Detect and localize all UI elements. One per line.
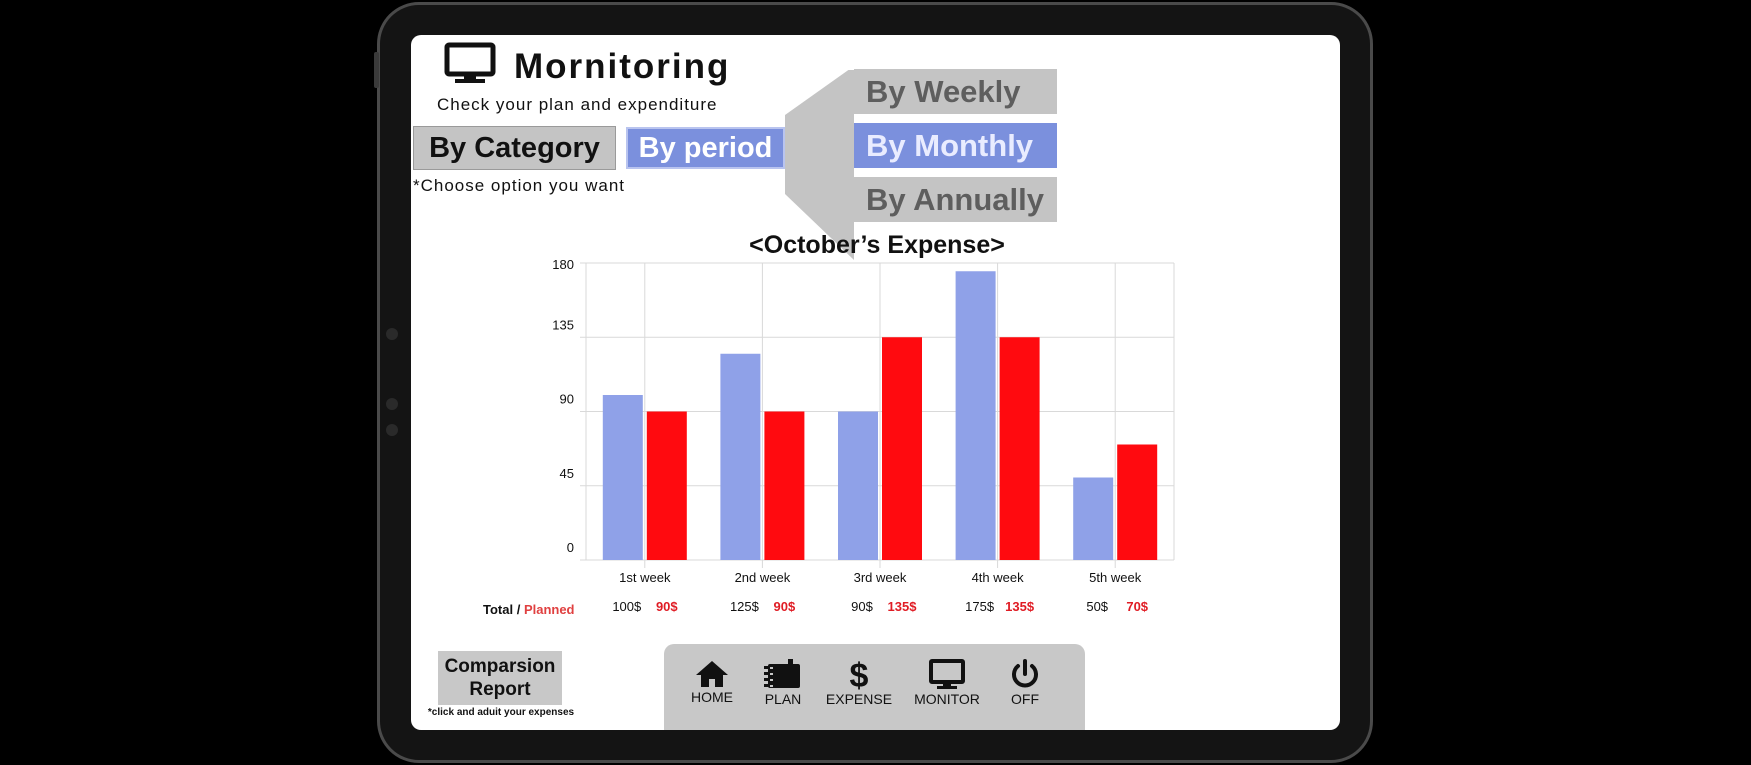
nav-plan[interactable]: PLAN: [758, 658, 808, 707]
total-value-label: 90$: [851, 599, 873, 614]
camera-sensor: [386, 328, 398, 340]
by-period-button[interactable]: By period: [626, 127, 785, 169]
nav-monitor-label: MONITOR: [914, 691, 980, 707]
bar-total: [838, 411, 878, 560]
tablet-side-button: [374, 52, 379, 88]
home-icon: [696, 661, 728, 687]
row-label: Total / Planned: [483, 602, 575, 615]
nav-expense[interactable]: $ EXPENSE: [824, 658, 894, 707]
svg-text:$: $: [850, 658, 869, 690]
bar-planned: [1117, 444, 1158, 560]
dollar-icon: $: [850, 658, 869, 690]
bar-total: [602, 395, 643, 560]
page-title: Mornitoring: [514, 47, 731, 86]
nav-home[interactable]: HOME: [687, 658, 737, 705]
bottom-nav: HOME PLAN $ EXPENSE M: [664, 644, 1085, 730]
planned-value-label: 135$: [888, 599, 918, 614]
nav-off-label: OFF: [1011, 691, 1039, 707]
camera-sensor: [386, 424, 398, 436]
planned-value-label: 90$: [774, 599, 796, 614]
y-tick-label: 0: [567, 540, 574, 555]
x-tick-label: 4th week: [972, 570, 1025, 585]
y-tick-label: 90: [560, 392, 574, 407]
by-monthly-option[interactable]: By Monthly: [854, 123, 1057, 168]
nav-plan-label: PLAN: [764, 691, 802, 707]
bar-planned: [764, 411, 805, 560]
total-value-label: 50$: [1086, 599, 1108, 614]
monitor-icon: [929, 659, 965, 689]
comparison-report-button[interactable]: Comparsion Report: [438, 651, 562, 705]
row-label-separator: /: [517, 602, 524, 615]
y-tick-label: 180: [552, 257, 574, 272]
expense-bar-chart: 0 45 90 135 180 1st week 100$ 90$ 2nd week 125$ 90…: [483, 257, 1175, 615]
by-category-button[interactable]: By Category: [413, 126, 616, 170]
nav-monitor[interactable]: MONITOR: [910, 658, 984, 707]
planned-value-label: 135$: [1005, 599, 1035, 614]
chart-title: <October’s Expense>: [749, 231, 1005, 259]
y-tick-label: 45: [560, 466, 574, 481]
x-tick-label: 1st week: [619, 570, 671, 585]
total-value-label: 100$: [612, 599, 642, 614]
nav-home-label: HOME: [691, 689, 733, 705]
nav-expense-label: EXPENSE: [825, 691, 893, 707]
x-tick-label: 2nd week: [735, 570, 791, 585]
planned-value-label: 90$: [656, 599, 678, 614]
comparison-report-label-line1: Comparsion: [444, 656, 556, 677]
bar-total: [955, 271, 996, 560]
bar-total: [1073, 477, 1114, 560]
nav-off[interactable]: OFF: [1004, 658, 1046, 707]
by-annually-option[interactable]: By Annually: [854, 177, 1057, 222]
bar-planned: [999, 337, 1040, 560]
planned-value-label: 70$: [1126, 599, 1148, 614]
x-tick-label: 5th week: [1089, 570, 1142, 585]
camera-sensor: [386, 398, 398, 410]
comparison-report-label-line2: Report: [469, 679, 531, 700]
comparison-report-note: *click and aduit your expenses: [427, 707, 575, 718]
monitor-icon: [444, 42, 496, 89]
period-dropdown-connector: [785, 70, 854, 260]
total-value-label: 175$: [965, 599, 995, 614]
page-subtitle: Check your plan and expenditure: [437, 95, 718, 114]
y-tick-label: 135: [552, 317, 574, 332]
bar-planned: [882, 337, 922, 560]
bar-planned: [646, 411, 687, 560]
row-label-planned: Planned: [524, 602, 575, 615]
app-screen: Mornitoring Check your plan and expendit…: [411, 35, 1340, 730]
notebook-icon: [764, 659, 800, 688]
by-weekly-option[interactable]: By Weekly: [854, 69, 1057, 114]
power-icon: [1012, 659, 1038, 688]
choose-hint: *Choose option you want: [413, 176, 626, 195]
bar-total: [720, 353, 761, 560]
total-value-label: 125$: [730, 599, 760, 614]
row-label-total: Total: [483, 602, 517, 615]
x-tick-label: 3rd week: [854, 570, 907, 585]
